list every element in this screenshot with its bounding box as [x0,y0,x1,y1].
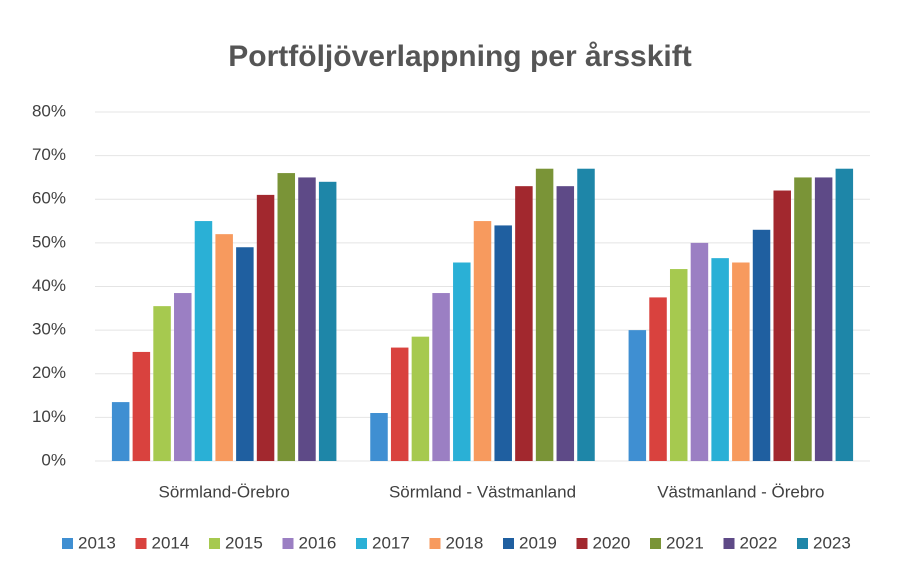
bar [318,181,337,462]
bar [690,242,709,461]
bar [628,330,647,461]
bar [194,221,213,461]
bar [711,258,729,461]
bar [732,262,750,461]
y-tick-label: 40% [32,276,66,295]
legend-label: 2022 [740,533,778,552]
y-tick-label: 30% [32,320,66,339]
bar [132,351,151,461]
x-tick-label: Sörmland - Västmanland [389,482,576,501]
bar [556,186,575,461]
x-tick-label: Sörmland-Örebro [159,482,290,501]
legend-swatch [576,538,588,549]
bar [236,247,254,461]
legend-swatch [356,538,367,549]
bar [215,234,233,461]
bar [390,347,409,461]
legend-swatch [503,538,514,549]
bar [752,229,771,461]
legend-label: 2023 [813,533,851,552]
bar [111,402,130,461]
y-tick-label: 50% [32,232,66,251]
legend-swatch [282,538,294,549]
legend-swatch [650,538,661,549]
legend-swatch [209,538,220,549]
legend-swatch [723,538,735,549]
legend-label: 2021 [666,533,704,552]
bar [453,262,471,461]
bar [432,293,450,461]
y-tick-label: 0% [41,450,66,469]
legend-label: 2019 [519,533,557,552]
legend-swatch [797,538,808,549]
bar [370,413,388,461]
bar [153,306,171,461]
bar [298,177,316,461]
bar [256,194,275,461]
bar [277,173,296,461]
legend-label: 2017 [372,533,410,552]
legend-label: 2013 [78,533,116,552]
y-tick-label: 80% [32,101,66,120]
legend-swatch [429,538,441,549]
bar [773,190,791,461]
y-tick-label: 10% [32,407,66,426]
legend-label: 2018 [446,533,484,552]
y-tick-label: 20% [32,363,66,382]
bar [577,168,595,461]
bar [535,168,554,461]
bar [649,297,667,461]
bar [411,336,430,461]
legend-label: 2014 [152,533,190,552]
legend-swatch [62,538,73,549]
bar [494,225,512,461]
legend-label: 2020 [593,533,631,552]
bar [814,177,833,461]
bar [794,177,812,461]
legend-label: 2015 [225,533,263,552]
legend-label: 2016 [299,533,337,552]
bar [835,168,854,461]
bar [174,293,192,461]
bar [669,269,688,461]
chart-title: Portföljöverlappning per årsskift [228,40,691,73]
y-tick-label: 70% [32,145,66,164]
legend-swatch [135,538,147,549]
bar [515,186,533,461]
y-tick-label: 60% [32,189,66,208]
bar [473,221,492,461]
x-tick-label: Västmanland - Örebro [657,482,824,501]
